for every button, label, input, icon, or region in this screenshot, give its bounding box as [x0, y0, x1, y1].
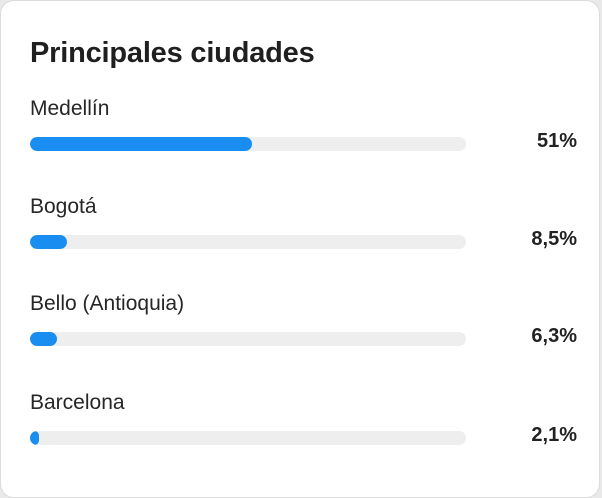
progress-track	[30, 137, 466, 151]
city-percentage: 8,5%	[531, 228, 577, 250]
city-row: Bello (Antioquia) 6,3%	[1, 292, 601, 362]
city-percentage: 51%	[536, 130, 577, 152]
city-name: Barcelona	[30, 391, 125, 414]
city-name: Bello (Antioquia)	[30, 292, 185, 315]
progress-track	[30, 431, 466, 445]
progress-track	[30, 235, 466, 249]
city-row: Medellín 51%	[1, 97, 601, 167]
progress-fill	[30, 137, 252, 151]
card-title: Principales ciudades	[30, 37, 315, 69]
city-percentage: 2,1%	[531, 424, 577, 446]
city-row: Barcelona 2,1%	[1, 391, 601, 461]
progress-fill	[30, 431, 39, 445]
city-row: Bogotá 8,5%	[1, 195, 601, 265]
city-percentage: 6,3%	[531, 325, 577, 347]
progress-fill	[30, 235, 67, 249]
progress-fill	[30, 332, 57, 346]
progress-track	[30, 332, 466, 346]
city-name: Medellín	[30, 97, 110, 120]
city-name: Bogotá	[30, 195, 97, 218]
